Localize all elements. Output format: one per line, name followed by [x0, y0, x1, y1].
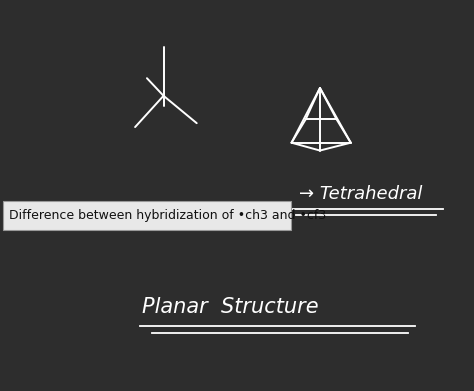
- Text: Difference between hybridization of •ch3 and •cf3: Difference between hybridization of •ch3…: [9, 209, 327, 222]
- Text: Planar  Structure: Planar Structure: [142, 297, 319, 317]
- FancyBboxPatch shape: [3, 201, 291, 230]
- Text: → Tetrahedral: → Tetrahedral: [299, 185, 422, 203]
